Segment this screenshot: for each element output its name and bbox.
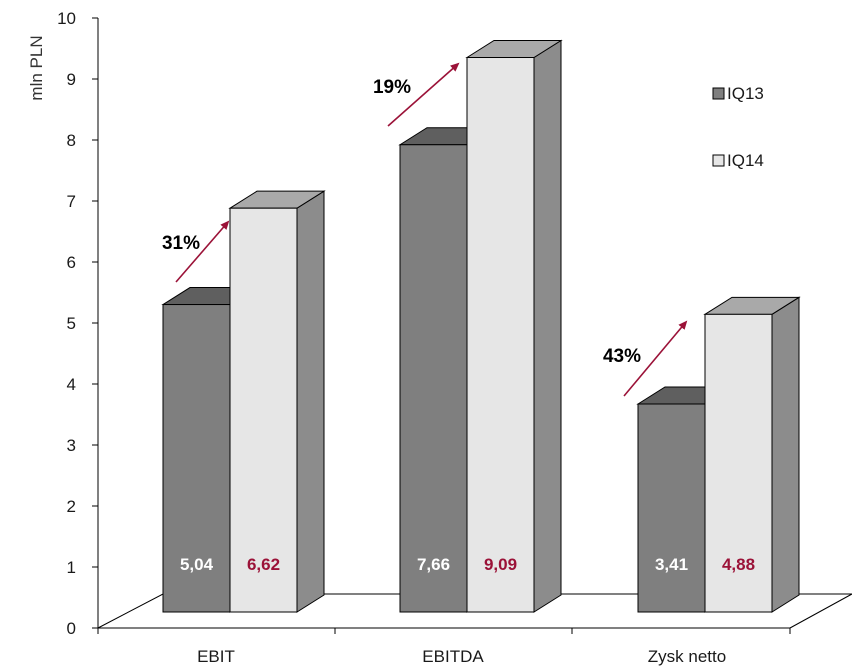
bar-front [229,207,298,613]
y-tick-label: 8 [67,131,76,150]
bar-front [466,57,535,613]
y-tick-label: 10 [57,9,76,28]
growth-arrow [623,320,688,397]
bars [161,39,801,613]
x-tick-label: EBIT [197,647,235,666]
y-tick-label: 6 [67,253,76,272]
bar-iq14-zysk-netto [703,296,801,613]
y-tick-label: 4 [67,375,76,394]
bar-front [704,313,773,613]
bar-front [637,403,706,613]
y-axis: 0 1 2 3 4 5 6 7 8 9 10 EBIT EBITDA Zysk netto [57,9,791,666]
growth-label: 31% [162,233,200,254]
x-tick-label: Zysk netto [648,647,726,666]
bar-side [771,296,800,613]
growth-label: 19% [373,77,411,98]
y-tick-label: 1 [67,558,76,577]
value-label: 7,66 [417,555,450,574]
bar-iq14-ebit [228,190,326,613]
x-tick-label: EBITDA [422,647,484,666]
growth-label: 43% [603,346,641,367]
value-label: 5,04 [180,555,214,574]
y-tick-label: 5 [67,314,76,333]
value-label: 6,62 [247,555,280,574]
bar-side [533,39,562,613]
value-label: 9,09 [484,555,517,574]
growth-arrow [387,62,460,127]
legend-swatch-iq14 [712,154,725,167]
y-tick-label: 2 [67,497,76,516]
y-tick-label: 9 [67,70,76,89]
value-labels: 5,04 6,62 7,66 9,09 3,41 4,88 [180,555,755,574]
y-axis-title: mln PLN [27,35,46,100]
y-tick-label: 0 [67,619,76,638]
legend-label-iq14: IQ14 [727,151,764,170]
y-tick-label: 3 [67,436,76,455]
y-tick-label: 7 [67,192,76,211]
bar-front [399,144,468,613]
growth-annotations: 31% 19% 43% [162,62,688,397]
legend-label-iq13: IQ13 [727,84,764,103]
legend-swatch-iq13 [712,87,725,100]
value-label: 3,41 [655,555,688,574]
bar-front [162,304,231,613]
bar-side [296,190,325,613]
value-label: 4,88 [722,555,755,574]
growth-arrow [175,220,230,283]
bar-iq14-ebitda [465,39,563,613]
legend: IQ13 IQ14 [712,84,764,170]
